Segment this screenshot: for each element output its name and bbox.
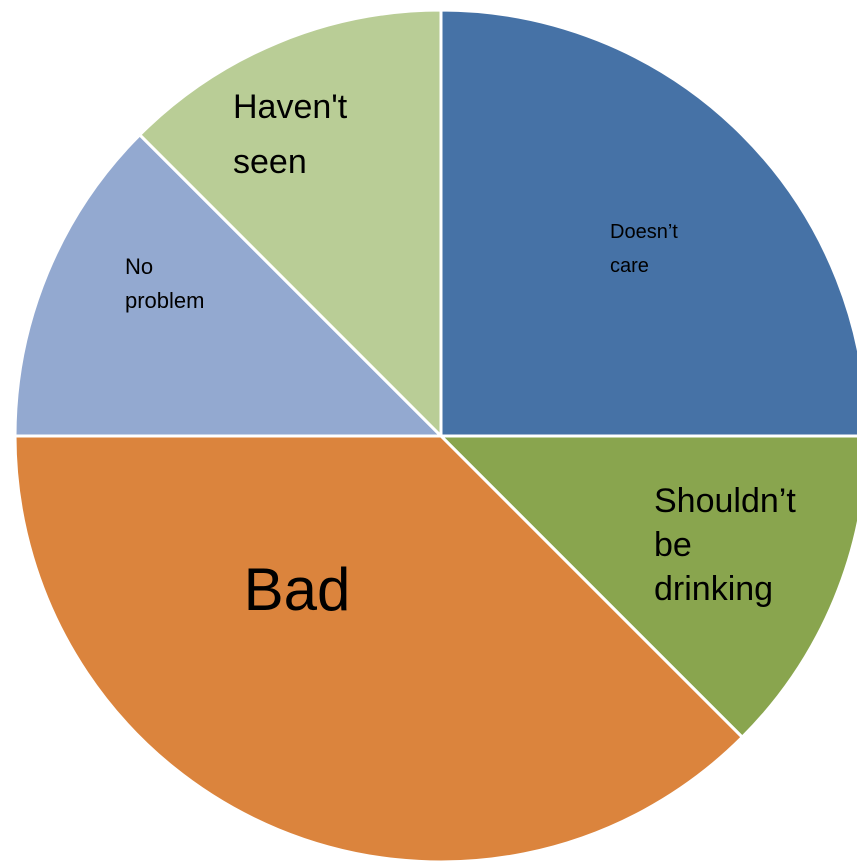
slice-label-shouldn-t-be-drinking: Shouldn’t be drinking bbox=[654, 482, 796, 608]
slice-label-line: Bad bbox=[244, 556, 351, 623]
slice-label-line: No bbox=[125, 254, 153, 279]
pie-slices bbox=[13, 8, 857, 861]
slice-doesn-t-care bbox=[439, 8, 857, 438]
slice-label-line: drinking bbox=[654, 570, 773, 608]
slice-shouldn-t-be-drinking bbox=[439, 434, 857, 739]
slice-label-line: Haven't bbox=[233, 88, 348, 126]
slice-label-line: problem bbox=[125, 288, 204, 313]
pie-labels: Doesn’t care Shouldn’t be drinking Bad No probl… bbox=[125, 88, 796, 623]
slice-label-no-problem: No problem bbox=[125, 254, 204, 313]
slice-label-line: seen bbox=[233, 143, 307, 181]
slice-label-line: Doesn’t bbox=[610, 221, 678, 243]
slice-label-bad: Bad bbox=[244, 556, 351, 623]
slice-label-line: Shouldn’t bbox=[654, 482, 796, 520]
slice-label-line: care bbox=[610, 255, 649, 277]
slice-haven-t-seen bbox=[138, 8, 443, 438]
slice-label-haven-t-seen: Haven't seen bbox=[233, 88, 348, 181]
slice-bad bbox=[13, 434, 744, 861]
slice-no-problem bbox=[13, 133, 443, 438]
slice-label-line: be bbox=[654, 526, 692, 564]
slice-label-doesn-t-care: Doesn’t care bbox=[610, 221, 678, 277]
